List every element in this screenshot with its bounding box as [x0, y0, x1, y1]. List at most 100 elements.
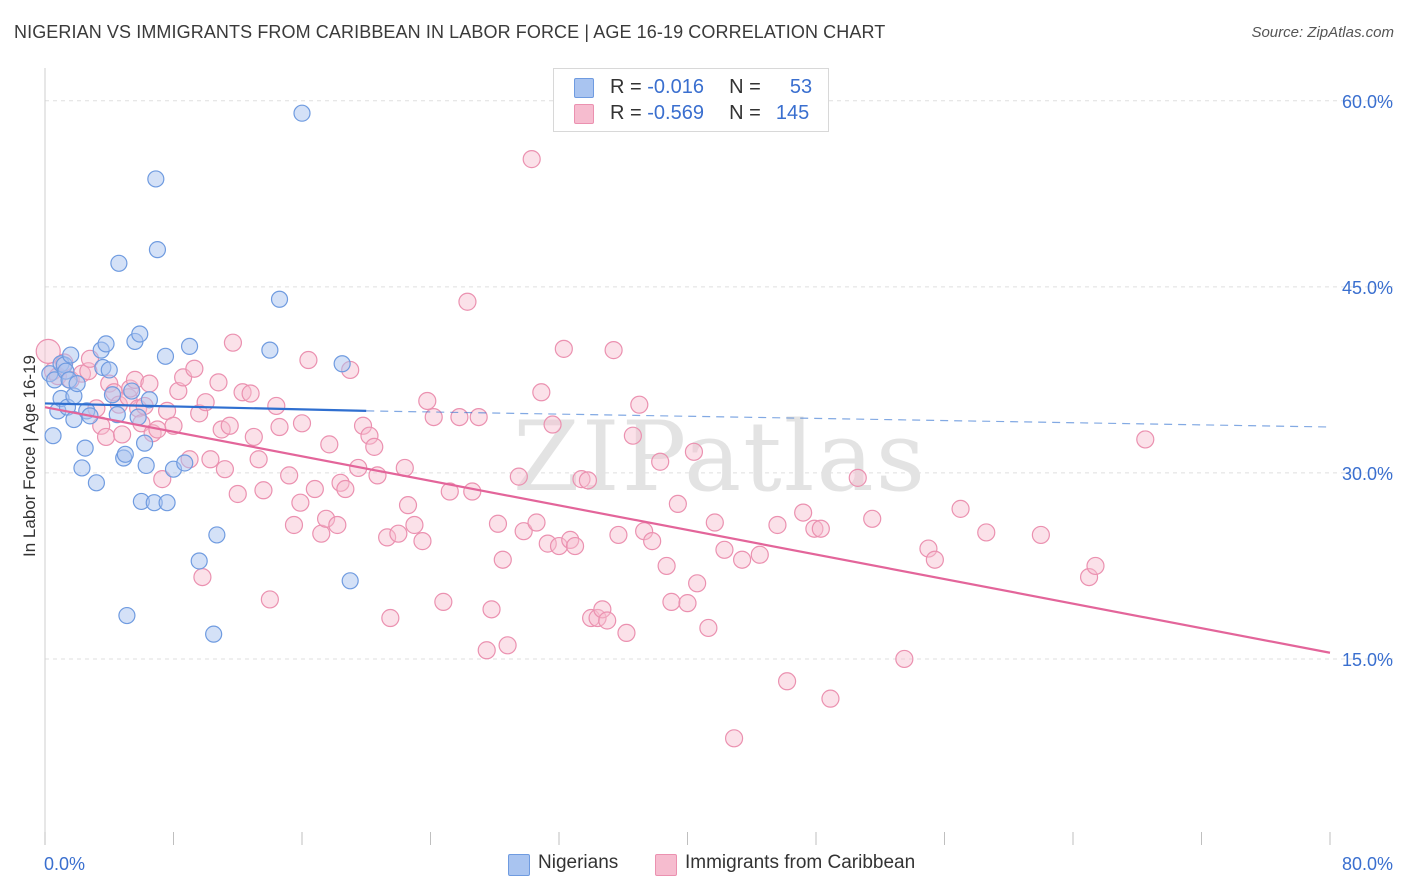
- nigerian-point: [118, 606, 136, 625]
- nigerian-points: [41, 104, 359, 643]
- nigerian-point: [341, 572, 359, 590]
- nigerian-point: [208, 526, 226, 544]
- caribbean-point: [498, 636, 517, 655]
- caribbean-point: [316, 509, 336, 528]
- nigerian-point: [158, 494, 176, 512]
- nigerian-point: [135, 434, 154, 452]
- caribbean-point: [705, 513, 724, 532]
- caribbean-point: [651, 452, 670, 471]
- caribbean-point: [895, 649, 914, 669]
- caribbean-point: [572, 470, 591, 489]
- nigerian-point: [68, 375, 86, 393]
- nigerian-point: [176, 454, 194, 472]
- nigerian-point: [87, 474, 106, 492]
- nigerian-point: [100, 361, 118, 379]
- caribbean-point: [35, 338, 61, 364]
- caribbean-swatch-icon: [574, 104, 594, 124]
- caribbean-point: [532, 383, 551, 402]
- caribbean-point: [848, 468, 867, 487]
- nigerian-point: [110, 254, 128, 272]
- caribbean-point: [598, 611, 617, 630]
- caribbean-point: [260, 590, 279, 609]
- nigerian-swatch-icon: [574, 78, 594, 98]
- caribbean-point: [821, 689, 840, 708]
- nigerian-point: [148, 241, 167, 259]
- caribbean-point: [331, 473, 350, 492]
- caribbean-point: [169, 381, 188, 401]
- caribbean-point: [405, 515, 424, 535]
- caribbean-point: [291, 493, 310, 512]
- caribbean-point: [488, 514, 508, 533]
- caribbean-point: [724, 729, 744, 748]
- caribbean-point: [543, 415, 562, 434]
- caribbean-point: [565, 536, 585, 556]
- caribbean-point: [662, 592, 681, 611]
- caribbean-point: [1031, 525, 1050, 545]
- nigerian-point: [129, 408, 147, 426]
- y-tick-label: 30.0%: [1342, 464, 1393, 484]
- nigerian-point: [190, 552, 208, 570]
- caribbean-point: [353, 416, 373, 435]
- nigerian-trend-line: [44, 402, 367, 412]
- caribbean-point: [153, 470, 172, 489]
- y-tick-label: 15.0%: [1342, 650, 1393, 670]
- stats-box: R = -0.016 N = 53 R = -0.569 N = 145: [553, 68, 829, 132]
- caribbean-point: [925, 550, 944, 569]
- caribbean-point: [193, 567, 212, 587]
- caribbean-point: [1086, 556, 1105, 576]
- gridlines: [45, 100, 1393, 660]
- nigerian-point: [333, 355, 351, 373]
- caribbean-point: [977, 523, 996, 542]
- caribbean-point: [549, 536, 569, 556]
- caribbean-point: [320, 435, 339, 454]
- nigerian-trend-dashed: [366, 410, 1331, 428]
- nigerian-point: [131, 325, 149, 343]
- caribbean-point: [280, 466, 299, 485]
- nigerian-point: [261, 341, 279, 359]
- caribbean-point: [699, 618, 718, 638]
- caribbean-point: [413, 532, 432, 551]
- n-value: 53: [789, 76, 813, 98]
- nigerian-point: [103, 386, 122, 404]
- caribbean-point: [112, 425, 132, 444]
- caribbean-point: [215, 460, 234, 479]
- caribbean-point: [509, 467, 528, 486]
- nigerian-point: [180, 337, 199, 355]
- caribbean-point: [267, 396, 286, 416]
- caribbean-point: [378, 528, 397, 547]
- caribbean-trend-line: [44, 406, 1331, 654]
- caribbean-point: [750, 545, 769, 564]
- trend-lines: [44, 402, 1331, 654]
- caribbean-point: [668, 494, 687, 514]
- caribbean-point: [578, 471, 598, 490]
- caribbean-point: [185, 359, 204, 378]
- nigerian-point: [73, 459, 91, 477]
- x-tick-label: 0.0%: [44, 854, 85, 874]
- caribbean-point: [805, 519, 824, 538]
- tick-labels: 15.0% 30.0% 45.0% 60.0% 0.0% 80.0%: [44, 92, 1393, 874]
- caribbean-point: [244, 427, 263, 447]
- caribbean-point: [389, 524, 408, 543]
- caribbean-point: [190, 404, 209, 423]
- caribbean-point: [538, 534, 557, 553]
- caribbean-point: [292, 414, 312, 433]
- x-tick-label: 80.0%: [1342, 854, 1393, 874]
- r-label: R =: [610, 102, 642, 124]
- nigerian-point: [156, 347, 175, 365]
- caribbean-point: [201, 450, 220, 469]
- caribbean-point: [424, 407, 443, 427]
- caribbean-point: [604, 341, 623, 360]
- nigerian-point: [140, 391, 159, 409]
- watermark: ZIPatlas: [513, 401, 927, 513]
- legend-label: Nigerians: [538, 852, 619, 873]
- axes: [44, 68, 1331, 845]
- r-label: R =: [610, 76, 642, 98]
- caribbean-point: [305, 479, 324, 499]
- caribbean-point: [458, 292, 477, 311]
- caribbean-point: [657, 556, 676, 576]
- caribbean-point: [482, 600, 501, 619]
- caribbean-point: [209, 373, 228, 392]
- caribbean-point: [919, 539, 938, 558]
- caribbean-point: [220, 416, 239, 435]
